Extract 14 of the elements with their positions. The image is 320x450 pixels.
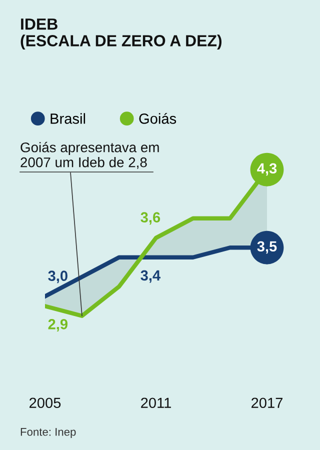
legend-label: Brasil	[50, 113, 86, 124]
x-tick-label: 2011	[141, 398, 171, 408]
legend-label: Goiás	[139, 112, 176, 124]
data-label: 3,4	[140, 270, 161, 283]
x-tick-label: 2017	[252, 398, 282, 408]
source-note: Fonte: Inep	[20, 428, 76, 438]
data-label: 3,5	[257, 241, 277, 254]
annotation: Goiás apresentava em 2007 um Ideb de 2,8	[20, 142, 159, 169]
chart-title: IDEB (ESCALA DE ZERO A DEZ)	[20, 18, 222, 50]
data-label: 3,6	[140, 212, 160, 225]
x-tick-label: 2005	[30, 398, 61, 408]
data-label: 4,3	[257, 163, 277, 176]
data-label: 2,9	[48, 319, 68, 332]
data-label: 3,0	[48, 270, 68, 284]
